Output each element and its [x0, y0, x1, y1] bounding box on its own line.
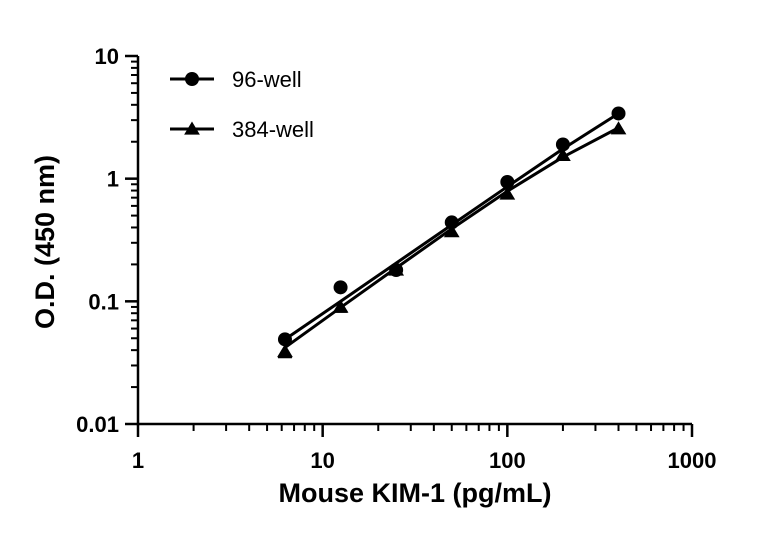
y-axis-title: O.D. (450 nm) — [30, 155, 60, 329]
data-point-circle — [500, 174, 515, 189]
data-point-triangle — [499, 186, 516, 200]
plot-area — [277, 106, 627, 359]
legend: 96-well 384-well — [170, 67, 314, 142]
legend-item-96-well: 96-well — [170, 67, 302, 92]
legend-label: 96-well — [232, 67, 302, 92]
data-point-triangle — [388, 262, 405, 276]
x-axis-ticks: 1 10 100 1000 — [132, 424, 717, 473]
data-point-circle — [277, 332, 292, 347]
legend-item-384-well: 384-well — [170, 117, 314, 142]
y-tick-label: 0.01 — [76, 412, 119, 437]
data-point-circle — [333, 280, 348, 295]
legend-triangle-marker — [184, 121, 200, 135]
data-point-triangle — [555, 147, 571, 161]
x-tick-label: 1000 — [668, 448, 717, 473]
legend-circle-marker — [185, 72, 199, 86]
data-point-triangle — [443, 224, 460, 238]
y-tick-label: 10 — [95, 44, 119, 69]
y-tick-label: 0.1 — [88, 289, 119, 314]
y-tick-label: 1 — [107, 167, 119, 192]
data-point-triangle — [610, 121, 627, 135]
x-axis-title: Mouse KIM-1 (pg/mL) — [279, 478, 552, 508]
series-384-well — [277, 121, 627, 359]
data-point-circle — [611, 106, 626, 121]
axes-group: 1 10 100 1000 0.01 0.1 1 10 — [76, 44, 716, 473]
y-axis-ticks: 0.01 0.1 1 10 — [76, 44, 138, 437]
data-point-triangle — [332, 299, 349, 313]
data-point-triangle — [277, 343, 293, 358]
x-tick-label: 100 — [489, 448, 526, 473]
x-tick-label: 10 — [310, 448, 334, 473]
data-point-circle — [555, 137, 570, 152]
x-tick-label: 1 — [132, 448, 144, 473]
legend-label: 384-well — [232, 117, 314, 142]
